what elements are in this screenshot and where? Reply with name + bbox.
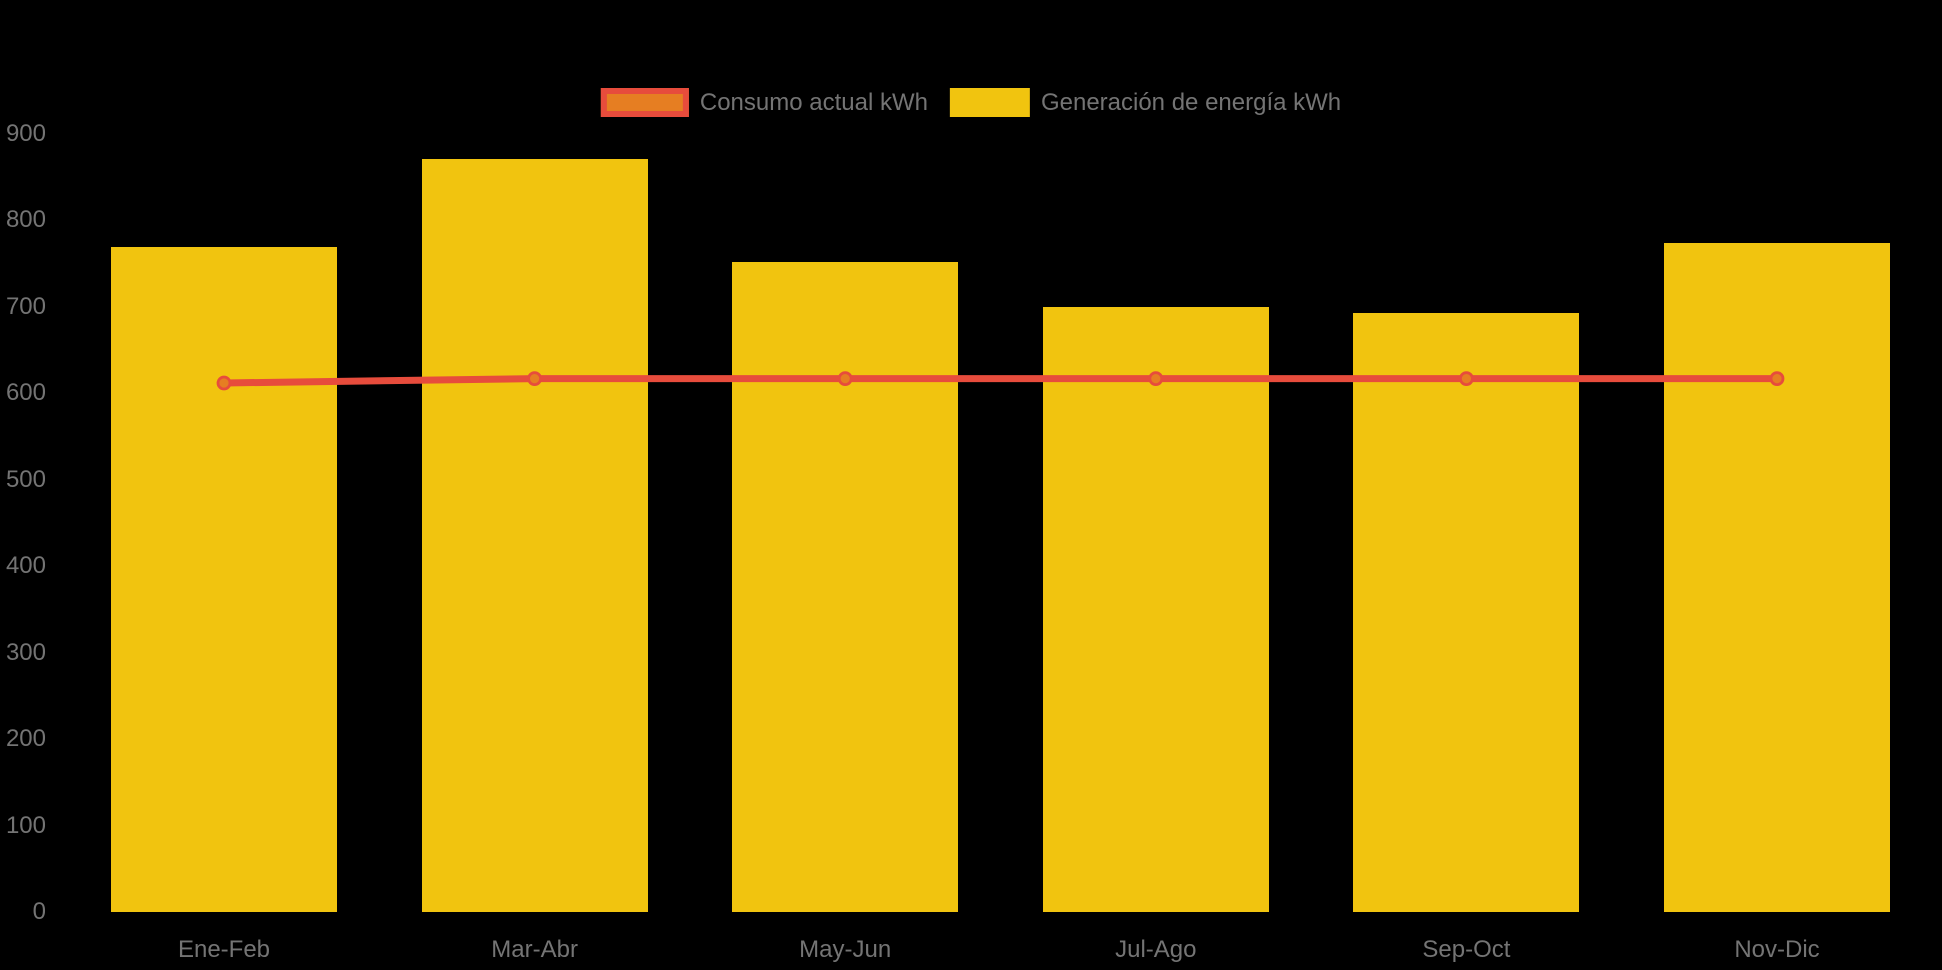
generation-bar-Sep-Oct[interactable] [1353,312,1580,912]
generation-bar-Mar-Abr[interactable] [421,159,648,912]
generation-bar-May-Jun[interactable] [732,261,959,912]
generacion-bar-swatch-icon [949,88,1030,117]
y-axis-tick-label: 300 [5,638,46,666]
chart-legend: Consumo actual kWh Generación de energía… [600,88,1342,117]
x-axis-category-label: Jul-Ago [1115,936,1197,963]
legend-label-generacion: Generación de energía kWh [1040,88,1342,116]
legend-label-consumo: Consumo actual kWh [699,88,928,116]
x-axis-category-label: Nov-Dic [1734,936,1820,963]
y-axis-tick-label: 100 [5,811,46,839]
x-axis-category-label: Mar-Abr [491,936,578,963]
x-axis-category-label: Sep-Oct [1422,936,1511,963]
y-axis: 0 100 200 300 400 500 600 700 800 900 [0,0,46,970]
y-axis-tick-label: 400 [5,552,46,580]
generation-bar-Ene-Feb[interactable] [111,247,337,912]
y-axis-tick-label: 500 [5,465,46,493]
x-axis-category-label: Ene-Feb [177,936,271,963]
y-axis-tick-label: 800 [5,206,46,234]
y-axis-tick-label: 700 [5,292,46,320]
y-axis-tick-label: 200 [5,725,46,753]
legend-item-generacion[interactable]: Generación de energía kWh [949,88,1342,117]
y-axis-tick-label: 900 [5,120,46,147]
x-axis-category-label: May-Jun [799,936,892,963]
consumo-line-swatch-icon [600,88,689,117]
generation-bar-Nov-Dic[interactable] [1664,242,1890,912]
generation-bar-Jul-Ago[interactable] [1042,306,1269,912]
y-axis-tick-label: 0 [32,898,46,925]
y-axis-tick-label: 600 [5,379,46,407]
legend-item-consumo-actual[interactable]: Consumo actual kWh [600,88,928,117]
